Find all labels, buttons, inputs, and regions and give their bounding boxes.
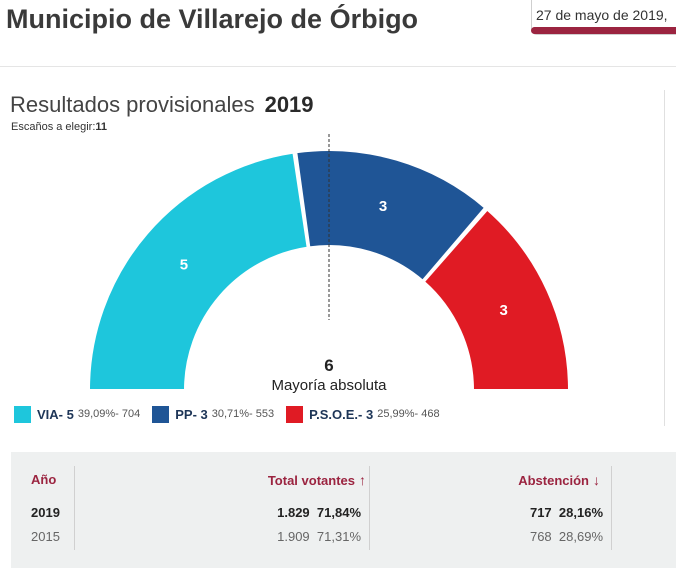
seat-count-label-psoe: 3 (499, 302, 507, 319)
row-2015-abst-count: 768 (529, 529, 552, 544)
legend-label-pp: PP- 3 (175, 406, 208, 422)
seat-hemicycle-chart: 5 3 3 6 Mayoría absoluta (87, 134, 571, 394)
legend-item-pp: PP- 3 30,71%- 553 (152, 405, 275, 423)
row-2019-abst-count: 717 (529, 505, 552, 520)
page-title: Municipio de Villarejo de Órbigo (6, 4, 419, 34)
sort-up-icon[interactable]: ↑ (359, 472, 366, 488)
date-label: 27 de mayo de 2019, (536, 7, 668, 23)
legend-label-psoe: P.S.O.E.- 3 (309, 406, 374, 422)
legend-stat-via: 39,09%- 704 (77, 408, 141, 420)
seat-arc-psoe[interactable] (422, 208, 571, 391)
seats-value: 11 (95, 121, 108, 133)
results-heading: Resultados provisionales 2019 (10, 92, 314, 118)
legend-item-via: VIA- 5 39,09%- 704 (14, 405, 141, 423)
seats-label: Escaños a elegir: (11, 121, 96, 133)
header-total-voters[interactable]: Total votantes ↑ (268, 472, 366, 488)
date-tab-underline (531, 27, 676, 34)
vertical-divider (664, 90, 665, 426)
results-year: 2019 (264, 92, 314, 117)
legend-swatch-via (14, 405, 31, 423)
row-2015-abstention: 768 28,69% (530, 529, 603, 544)
header-year: Año (31, 472, 57, 487)
chart-legend: VIA- 5 39,09%- 704 PP- 3 30,71%- 553 P.S… (14, 405, 452, 423)
row-2019-abst-pct: 28,16% (558, 505, 603, 520)
header-abstention[interactable]: Abstención ↓ (518, 472, 600, 488)
legend-swatch-pp (152, 405, 170, 423)
column-divider (74, 466, 75, 550)
row-2019-voters-count: 1.829 (277, 505, 310, 520)
legend-stat-pp: 30,71%- 553 (211, 408, 275, 420)
majority-number: 6 (324, 356, 333, 375)
date-tab[interactable]: 27 de mayo de 2019, (531, 0, 676, 35)
row-2019-year: 2019 (31, 505, 60, 520)
seat-arc-pp[interactable] (295, 149, 487, 283)
legend-item-psoe: P.S.O.E.- 3 25,99%- 468 (286, 405, 440, 423)
header-abstention-label: Abstención (518, 473, 589, 488)
legend-label-via: VIA- 5 (37, 406, 74, 422)
seat-count-label-via: 5 (180, 256, 188, 273)
row-2019-voters-pct: 71,84% (316, 505, 361, 520)
seat-count-label-pp: 3 (379, 198, 387, 215)
history-table: Año Total votantes ↑ Abstención ↓ 2019 1.8… (11, 452, 676, 568)
legend-stat-psoe: 25,99%- 468 (377, 408, 440, 420)
seats-to-elect: Escaños a elegir:11 (11, 121, 107, 133)
column-divider (369, 466, 370, 550)
column-divider (611, 466, 612, 550)
legend-swatch-psoe (286, 405, 304, 423)
row-2015-voters: 1.909 71,31% (277, 529, 361, 544)
majority-label: Mayoría absoluta (271, 377, 387, 394)
header-total-voters-label: Total votantes (267, 473, 355, 488)
page-header: Municipio de Villarejo de Órbigo 27 de m… (0, 0, 676, 67)
row-2015-year: 2015 (31, 529, 60, 544)
row-2015-abst-pct: 28,69% (558, 529, 603, 544)
seat-arc-via[interactable] (87, 151, 309, 391)
row-2015-voters-count: 1.909 (277, 529, 310, 544)
row-2019-abstention: 717 28,16% (530, 505, 603, 520)
row-2019-voters: 1.829 71,84% (277, 505, 361, 520)
sort-down-icon[interactable]: ↓ (593, 472, 600, 488)
row-2015-voters-pct: 71,31% (316, 529, 361, 544)
results-heading-text: Resultados provisionales (10, 92, 255, 117)
